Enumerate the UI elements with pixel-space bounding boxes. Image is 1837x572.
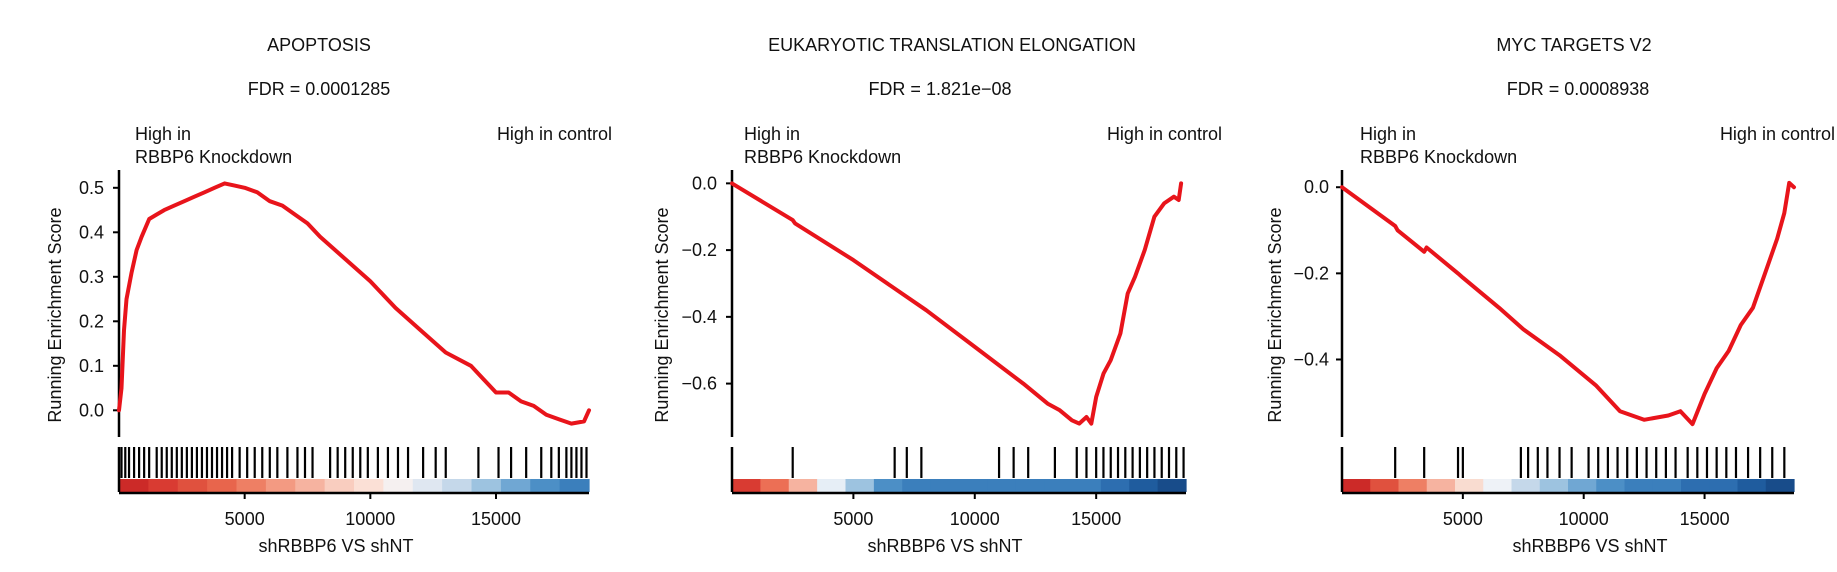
enrichment-curve [117, 181, 591, 426]
enrichment-curve [1340, 180, 1796, 427]
y-tick-label: 0.1 [79, 356, 104, 376]
ranking-metric-segment [1709, 479, 1739, 492]
y-axis-label: Running Enrichment Score [652, 207, 672, 422]
ranking-metric-segment [236, 479, 267, 492]
y-tick-label: 0.0 [1304, 177, 1329, 197]
high-in-control-label: High in control [1107, 124, 1222, 144]
ranking-metric-segment [324, 479, 355, 492]
ranking-metric-segment [1596, 479, 1626, 492]
x-tick-label: 15000 [1071, 509, 1121, 529]
ranking-metric-segment [817, 479, 847, 492]
high-in-knockdown-label: High in [135, 124, 191, 144]
x-tick-label: 5000 [833, 509, 873, 529]
ranking-metric-segment [1568, 479, 1597, 492]
ranking-metric-segment [119, 479, 149, 492]
ranking-metric-segment [1652, 479, 1682, 492]
ranking-metric-segment [383, 479, 414, 492]
y-tick-label: −0.4 [681, 307, 717, 327]
ranking-metric-segment [1681, 479, 1710, 492]
ranking-metric-segment [987, 479, 1017, 492]
ranking-metric-segment [412, 479, 443, 492]
ranking-metric-segment [1129, 479, 1159, 492]
x-tick-label: 10000 [345, 509, 395, 529]
ranking-metric-segment [902, 479, 932, 492]
y-tick-label: 0.3 [79, 267, 104, 287]
ranking-metric-segment [959, 479, 988, 492]
ranking-metric-segment [500, 479, 531, 492]
ranking-metric-segment [1511, 479, 1541, 492]
panel-title: EUKARYOTIC TRANSLATION ELONGATION [768, 35, 1136, 55]
panel-fdr: FDR = 0.0001285 [248, 79, 391, 99]
y-tick-label: −0.2 [681, 240, 717, 260]
ranking-metric-segment [930, 479, 960, 492]
high-in-knockdown-label: High in [1360, 124, 1416, 144]
high-in-knockdown-label-line2: RBBP6 Knockdown [744, 147, 901, 167]
x-tick-label: 10000 [950, 509, 1000, 529]
ranking-metric-segment [760, 479, 790, 492]
ranking-metric-segment [354, 479, 384, 492]
ranking-metric-segment [1455, 479, 1484, 492]
ranking-metric-segment [1765, 479, 1795, 492]
y-tick-label: −0.2 [1293, 263, 1329, 283]
x-tick-label: 15000 [1680, 509, 1730, 529]
y-tick-label: −0.6 [681, 374, 717, 394]
x-tick-label: 5000 [225, 509, 265, 529]
ranking-metric-segment [1737, 479, 1767, 492]
ranking-metric-segment [265, 479, 296, 492]
high-in-control-label: High in control [1720, 124, 1835, 144]
x-tick-label: 5000 [1443, 509, 1483, 529]
y-tick-label: 0.0 [692, 173, 717, 193]
panel-title: APOPTOSIS [267, 35, 371, 55]
enrichment-curve [730, 181, 1184, 426]
ranking-metric-segment [1624, 479, 1654, 492]
y-tick-label: 0.2 [79, 311, 104, 331]
ranking-metric-segment [732, 479, 761, 492]
ranking-metric-segment [442, 479, 473, 492]
x-tick-label: 10000 [1559, 509, 1609, 529]
panel-1: EUKARYOTIC TRANSLATION ELONGATION FDR = … [652, 35, 1222, 556]
ranking-metric-segment [177, 479, 208, 492]
ranking-metric-segment [530, 479, 561, 492]
y-tick-label: 0.4 [79, 222, 104, 242]
panel-fdr: FDR = 0.0008938 [1507, 79, 1650, 99]
ranking-metric-segment [1015, 479, 1045, 492]
panel-0: APOPTOSIS FDR = 0.0001285 High in RBBP6 … [45, 35, 612, 556]
ranking-metric-segment [1157, 479, 1187, 492]
high-in-knockdown-label-line2: RBBP6 Knockdown [135, 147, 292, 167]
ranking-metric-segment [1370, 479, 1400, 492]
high-in-control-label: High in control [497, 124, 612, 144]
ranking-metric-segment [295, 479, 326, 492]
ranking-metric-segment [1072, 479, 1102, 492]
ranking-metric-segment [1539, 479, 1569, 492]
panel-2: MYC TARGETS V2 FDR = 0.0008938 High in R… [1265, 35, 1835, 556]
ranking-metric-segment [873, 479, 903, 492]
ranking-metric-segment [1044, 479, 1074, 492]
x-axis-label: shRBBP6 VS shNT [867, 536, 1022, 556]
ranking-metric-segment [207, 479, 238, 492]
x-axis-label: shRBBP6 VS shNT [1512, 536, 1667, 556]
ranking-metric-segment [559, 479, 590, 492]
y-tick-label: 0.0 [79, 400, 104, 420]
panel-fdr: FDR = 1.821e−08 [868, 79, 1011, 99]
x-tick-label: 15000 [471, 509, 521, 529]
high-in-knockdown-label-line2: RBBP6 Knockdown [1360, 147, 1517, 167]
y-axis-label: Running Enrichment Score [45, 207, 65, 422]
ranking-metric-segment [1100, 479, 1130, 492]
y-tick-label: 0.5 [79, 178, 104, 198]
ranking-metric-segment [788, 479, 818, 492]
panel-title: MYC TARGETS V2 [1496, 35, 1651, 55]
y-tick-label: −0.4 [1293, 350, 1329, 370]
x-axis-label: shRBBP6 VS shNT [258, 536, 413, 556]
ranking-metric-segment [1398, 479, 1428, 492]
ranking-metric-segment [148, 479, 179, 492]
ranking-metric-segment [1426, 479, 1456, 492]
high-in-knockdown-label: High in [744, 124, 800, 144]
ranking-metric-segment [1483, 479, 1513, 492]
ranking-metric-segment [1342, 479, 1371, 492]
ranking-metric-segment [471, 479, 502, 492]
ranking-metric-segment [845, 479, 875, 492]
y-axis-label: Running Enrichment Score [1265, 207, 1285, 422]
